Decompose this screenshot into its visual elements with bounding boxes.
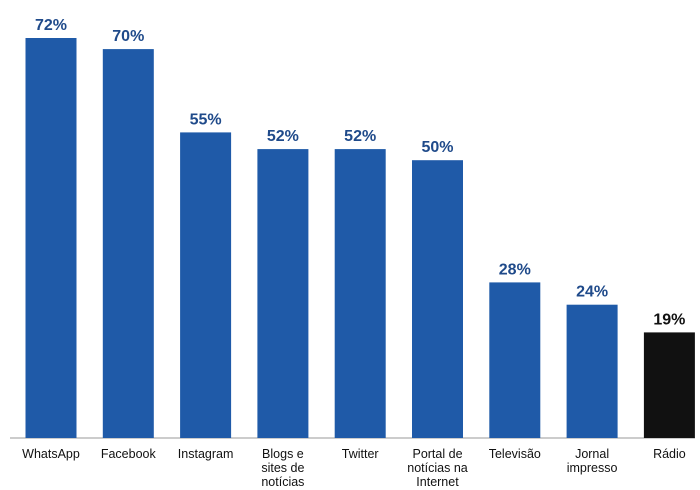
bar-4 bbox=[334, 149, 386, 438]
category-label-2: Instagram bbox=[178, 447, 234, 461]
bar-5 bbox=[412, 160, 463, 438]
value-label-5: 50% bbox=[421, 139, 453, 156]
category-label-6: Televisão bbox=[489, 447, 541, 461]
value-label-7: 24% bbox=[576, 284, 608, 301]
category-label-line: Portal de bbox=[412, 447, 462, 461]
category-label-8: Rádio bbox=[653, 447, 686, 461]
value-label-6: 28% bbox=[499, 261, 531, 278]
bar-7 bbox=[566, 304, 618, 438]
category-label-line: impresso bbox=[567, 461, 618, 475]
value-label-4: 52% bbox=[344, 128, 376, 145]
category-label-line: Instagram bbox=[178, 447, 234, 461]
bar-3 bbox=[257, 149, 309, 438]
bar-2 bbox=[180, 132, 232, 438]
category-label-line: Televisão bbox=[489, 447, 541, 461]
category-label-0: WhatsApp bbox=[22, 447, 80, 461]
value-label-0: 72% bbox=[35, 17, 67, 34]
bar-6 bbox=[489, 282, 541, 438]
category-label-line: notícias na bbox=[407, 461, 468, 475]
bar-8 bbox=[643, 332, 695, 438]
category-label-line: Twitter bbox=[342, 447, 379, 461]
value-label-2: 55% bbox=[190, 111, 222, 128]
category-label-1: Facebook bbox=[101, 447, 157, 461]
category-label-3: Blogs e sites de notícias bbox=[261, 447, 304, 489]
value-label-3: 52% bbox=[267, 128, 299, 145]
category-label-line: Jornal bbox=[575, 447, 609, 461]
value-label-1: 70% bbox=[112, 28, 144, 45]
bar-1 bbox=[102, 49, 154, 438]
bars-group bbox=[25, 38, 695, 438]
category-labels-group: WhatsApp Facebook Instagram Blogs e sites de… bbox=[22, 447, 686, 489]
category-label-line: Facebook bbox=[101, 447, 157, 461]
category-label-line: Blogs e bbox=[262, 447, 304, 461]
value-labels-group: 72% 70% 55% 52% 52% 50% 28% 24% 19% bbox=[35, 17, 685, 328]
category-label-line: WhatsApp bbox=[22, 447, 80, 461]
category-label-7: Jornal impresso bbox=[567, 447, 618, 475]
value-label-8: 19% bbox=[653, 311, 685, 328]
category-label-5: Portal de notícias na Internet bbox=[407, 447, 468, 489]
bar-0 bbox=[25, 38, 77, 438]
category-label-line: sites de bbox=[261, 461, 304, 475]
category-label-4: Twitter bbox=[342, 447, 379, 461]
category-label-line: Internet bbox=[416, 475, 459, 489]
category-label-line: Rádio bbox=[653, 447, 686, 461]
category-label-line: notícias bbox=[261, 475, 304, 489]
